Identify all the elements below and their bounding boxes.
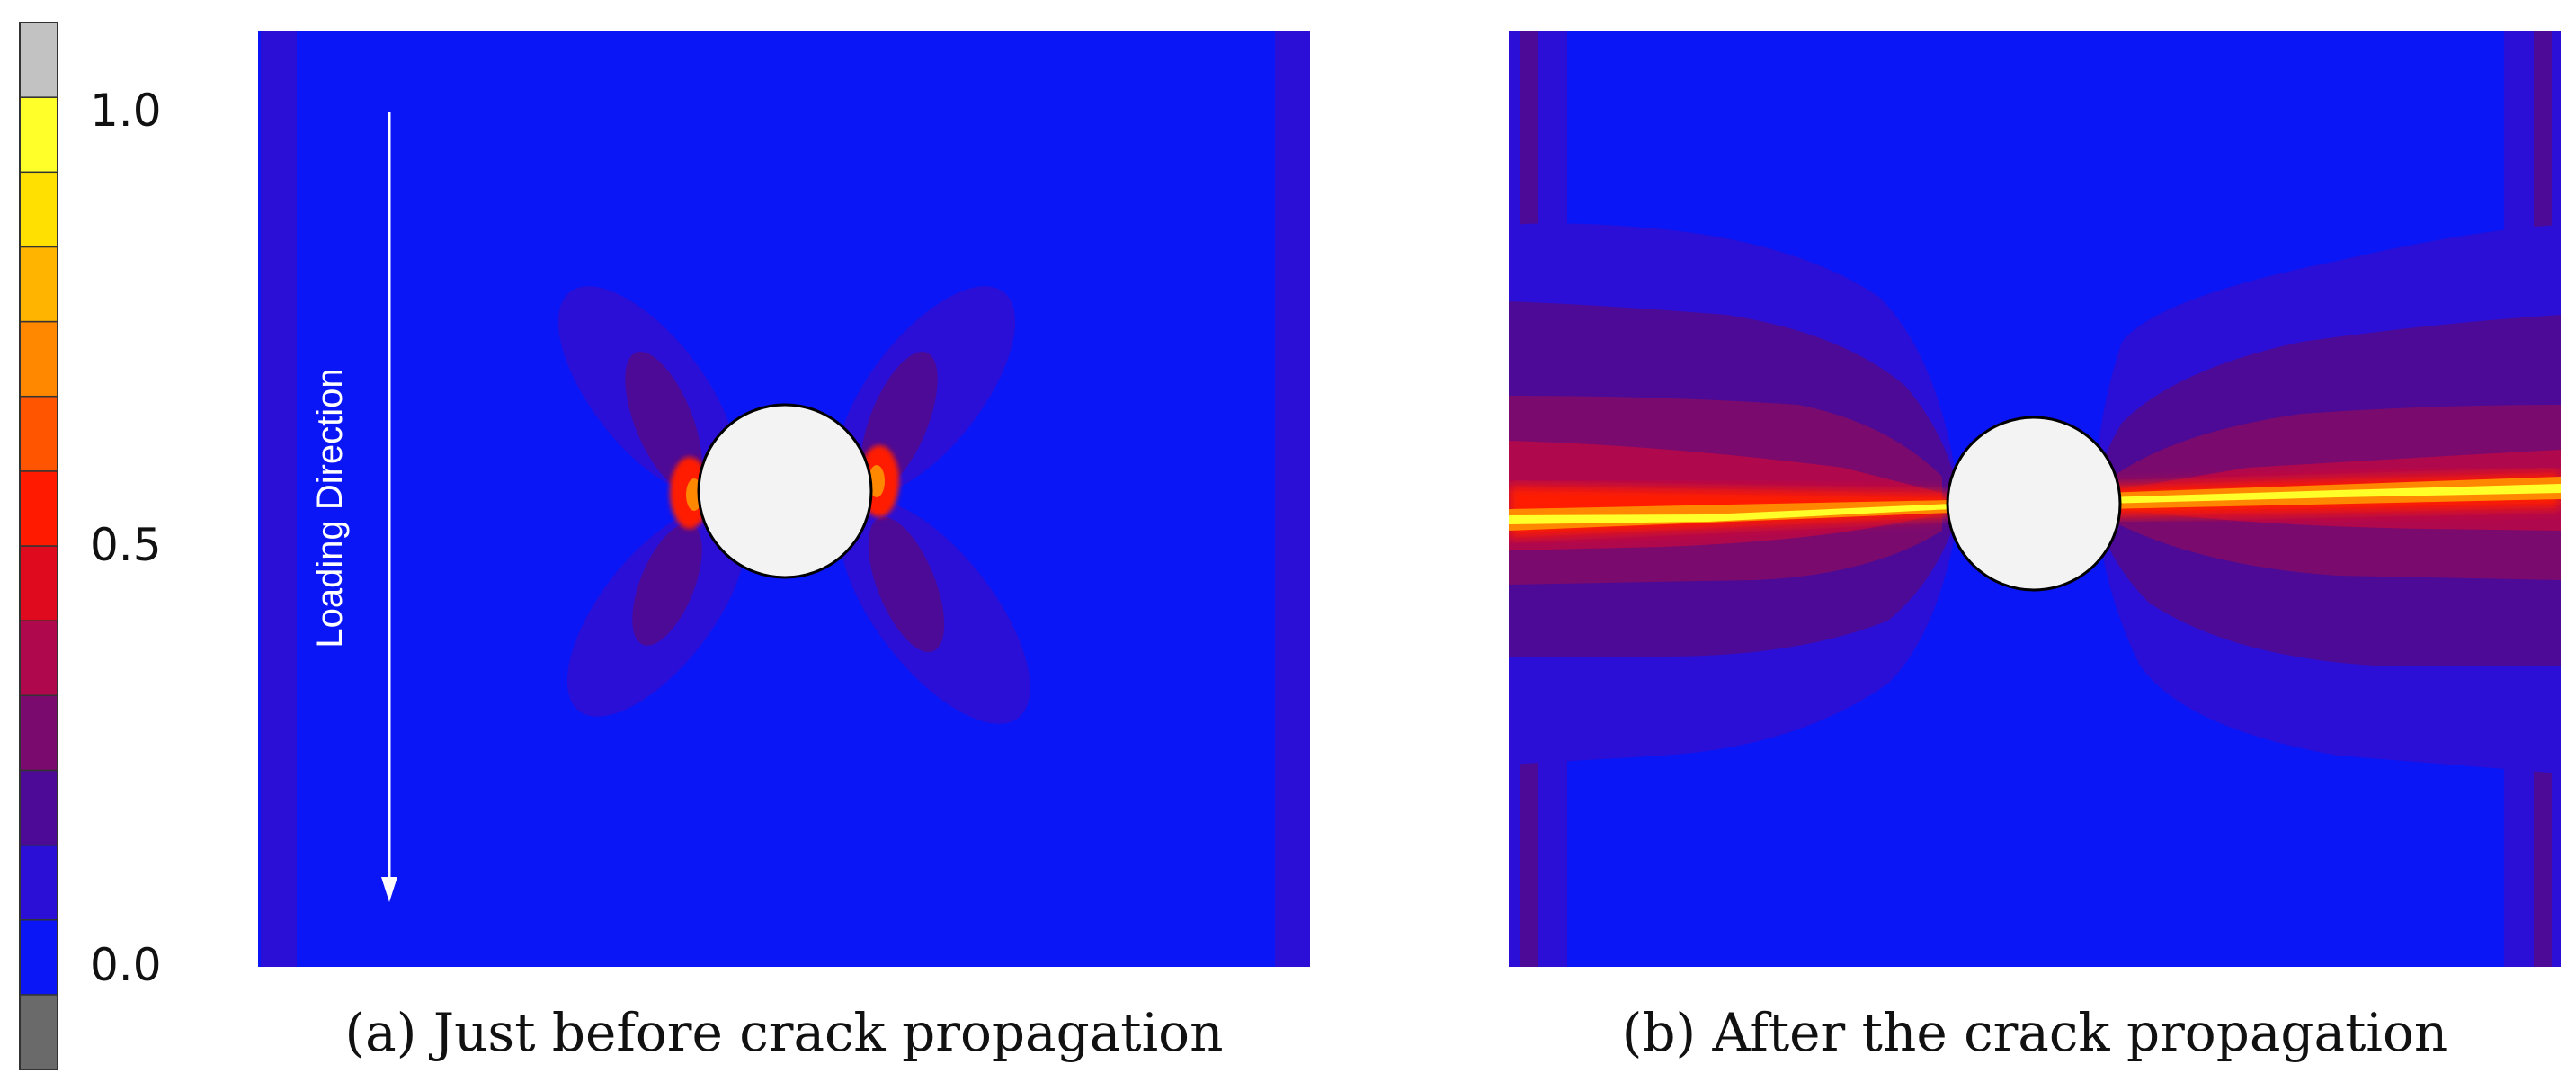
colorbar-segments [19, 22, 58, 1070]
panel-b-hole [1946, 416, 2122, 592]
colorbar-segment [19, 246, 58, 323]
colorbar-segment [19, 470, 58, 547]
panel-a-left-edge-strip [261, 31, 297, 967]
colorbar-segment [19, 844, 58, 921]
colorbar-segment [19, 320, 58, 398]
panel-b-crack [1509, 472, 2561, 538]
colorbar-segment [19, 22, 58, 98]
colorbar-segment [19, 994, 58, 1070]
loading-direction-arrow [381, 112, 397, 902]
colorbar-segment [19, 545, 58, 621]
panel-a: Loading Direction (a) Just before crack … [258, 31, 1310, 1063]
colorbar-segment [19, 694, 58, 772]
colorbar: 1.0 0.5 0.0 [19, 22, 162, 1070]
colorbar-tick-0-5: 0.5 [90, 519, 162, 571]
panel-a-right-edge-strip [1275, 31, 1310, 967]
colorbar-frame [19, 22, 58, 1070]
colorbar-segment [19, 171, 58, 248]
panel-b-caption: (b) After the crack propagation [1622, 1002, 2448, 1063]
colorbar-segment [19, 395, 58, 472]
loading-direction-label: Loading Direction [310, 368, 350, 648]
colorbar-tick-1: 1.0 [90, 85, 162, 137]
panel-a-hole [697, 403, 873, 579]
panel-b: (b) After the crack propagation [1509, 31, 2561, 1063]
panel-a-caption: (a) Just before crack propagation [345, 1002, 1224, 1063]
colorbar-segment [19, 769, 58, 846]
colorbar-segment [19, 96, 58, 174]
colorbar-segment [19, 918, 58, 996]
panel-a-damage-lobes [557, 286, 1030, 724]
colorbar-tick-0: 0.0 [90, 939, 162, 991]
colorbar-segment [19, 620, 58, 697]
